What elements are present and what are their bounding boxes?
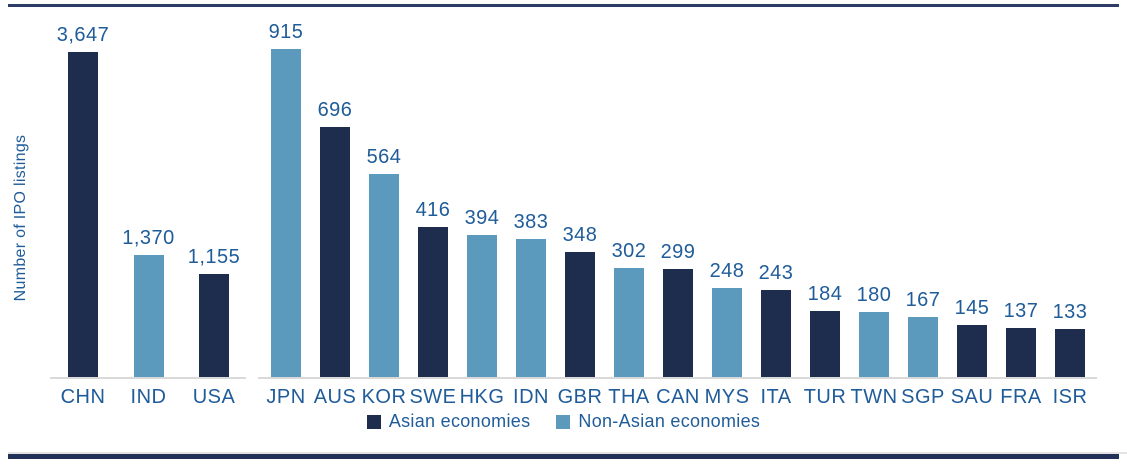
bar-value-label-mys: 248 xyxy=(709,260,745,282)
bar-twn xyxy=(859,312,889,377)
bar-value-label-chn: 3,647 xyxy=(56,24,110,46)
bar-cell-swe: 416 SWE xyxy=(409,22,456,407)
bar-cell-ita: 243 ITA xyxy=(758,22,794,408)
non-asian-economies-swatch-icon xyxy=(556,414,571,429)
bar-hkg xyxy=(467,235,497,377)
bar-ita xyxy=(761,290,791,377)
bar-value-label-sgp: 167 xyxy=(905,289,941,311)
bar-cell-jpn: 915 JPN xyxy=(266,21,305,407)
bar-cell-gbr: 348 GBR xyxy=(558,22,602,407)
bar-value-label-isr: 133 xyxy=(1052,301,1088,323)
x-axis-baseline-group1 xyxy=(50,377,246,379)
bar-value-label-ind: 1,370 xyxy=(122,227,175,249)
bar-fra xyxy=(1006,328,1036,377)
bar-cell-hkg: 394 HKG xyxy=(460,22,504,407)
bar-cell-can: 299 CAN xyxy=(656,22,699,407)
x-axis-label-usa: USA xyxy=(192,386,236,408)
legend: Asian economies Non-Asian economies xyxy=(0,411,1127,432)
bar-kor xyxy=(369,174,399,377)
bar-value-label-hkg: 394 xyxy=(464,207,500,229)
bar-group-large-scale: 3,647 CHN 1,370 IND 1,155 USA xyxy=(52,22,245,408)
x-axis-label-aus: AUS xyxy=(313,386,357,408)
x-axis-label-isr: ISR xyxy=(1052,386,1088,408)
bar-gbr xyxy=(565,252,595,377)
bar-group-small-scale: 915 JPN 696 AUS 564 KOR 416 SWE 394 HKG 383 IDN 348 G… xyxy=(258,21,1096,408)
x-axis-label-can: CAN xyxy=(656,386,700,408)
bar-cell-sgp: 167 SGP xyxy=(901,22,944,407)
x-axis-label-jpn: JPN xyxy=(266,386,306,408)
legend-label-non-asian-economies: Non-Asian economies xyxy=(578,411,761,431)
bar-aus xyxy=(320,127,350,377)
bar-value-label-sau: 145 xyxy=(954,297,990,319)
x-axis-label-hkg: HKG xyxy=(459,386,505,408)
x-axis-label-tur: TUR xyxy=(803,386,847,408)
bar-sgp xyxy=(908,317,938,377)
x-axis-label-gbr: GBR xyxy=(557,386,603,408)
bar-usa xyxy=(199,274,229,377)
x-axis-label-swe: SWE xyxy=(409,386,457,408)
bar-cell-sau: 145 SAU xyxy=(951,22,993,407)
bar-value-label-can: 299 xyxy=(660,241,696,263)
x-axis-baseline-group2 xyxy=(258,377,1097,379)
x-axis-label-chn: CHN xyxy=(60,386,106,408)
bar-cell-twn: 180 TWN xyxy=(850,22,897,407)
bar-mys xyxy=(712,288,742,377)
x-axis-label-ind: IND xyxy=(130,386,167,408)
x-axis-label-idn: IDN xyxy=(513,386,549,408)
x-axis-label-tha: THA xyxy=(608,386,650,408)
bar-cell-kor: 564 KOR xyxy=(362,22,406,407)
bar-cell-ind: 1,370 IND xyxy=(122,22,174,408)
bar-cell-chn: 3,647 CHN xyxy=(57,22,109,407)
legend-item-asian-economies: Asian economies xyxy=(366,411,531,432)
bar-value-label-tur: 184 xyxy=(807,283,843,305)
bar-value-label-fra: 137 xyxy=(1003,300,1039,322)
x-axis-label-mys: MYS xyxy=(704,386,750,408)
bottom-rule-shadow xyxy=(8,452,1127,454)
x-axis-label-sgp: SGP xyxy=(901,386,945,408)
top-rule xyxy=(8,4,1119,7)
x-axis-label-ita: ITA xyxy=(760,386,792,408)
legend-label-asian-economies: Asian economies xyxy=(388,411,531,431)
bar-value-label-usa: 1,155 xyxy=(187,246,241,268)
bar-value-label-twn: 180 xyxy=(856,284,892,306)
bar-value-label-jpn: 915 xyxy=(268,21,304,43)
x-axis-label-sau: SAU xyxy=(950,386,994,408)
bar-cell-fra: 137 FRA xyxy=(1000,22,1041,407)
bar-cell-isr: 133 ISR xyxy=(1052,22,1088,408)
bar-value-label-ita: 243 xyxy=(758,262,794,284)
y-axis-label: Number of IPO listings xyxy=(12,134,29,302)
bottom-rule xyxy=(8,454,1119,459)
bar-idn xyxy=(516,239,546,377)
asian-economies-swatch-icon xyxy=(366,414,381,429)
bar-cell-aus: 696 AUS xyxy=(314,22,356,407)
bar-ind xyxy=(133,255,164,377)
bar-cell-mys: 248 MYS xyxy=(705,22,749,407)
bar-swe xyxy=(418,227,448,377)
bar-value-label-gbr: 348 xyxy=(562,224,598,246)
bar-value-label-swe: 416 xyxy=(415,199,451,221)
legend-item-non-asian-economies: Non-Asian economies xyxy=(556,411,760,432)
bar-sau xyxy=(957,325,987,377)
x-axis-label-kor: KOR xyxy=(361,386,407,408)
bar-value-label-idn: 383 xyxy=(513,211,549,233)
bar-isr xyxy=(1055,329,1085,377)
bar-value-label-aus: 696 xyxy=(317,99,353,121)
bar-jpn xyxy=(271,49,301,377)
bar-value-label-kor: 564 xyxy=(366,146,402,168)
bar-tur xyxy=(810,311,840,377)
bar-cell-usa: 1,155 USA xyxy=(188,22,240,407)
bar-value-label-tha: 302 xyxy=(611,240,647,262)
bar-chn xyxy=(68,52,98,377)
x-axis-label-twn: TWN xyxy=(850,386,898,408)
x-axis-label-fra: FRA xyxy=(1000,386,1042,408)
bar-cell-tha: 302 THA xyxy=(608,22,649,407)
bar-tha xyxy=(614,268,644,377)
bar-cell-tur: 184 TUR xyxy=(804,22,846,407)
bar-cell-idn: 383 IDN xyxy=(513,22,549,408)
bar-can xyxy=(663,269,693,377)
